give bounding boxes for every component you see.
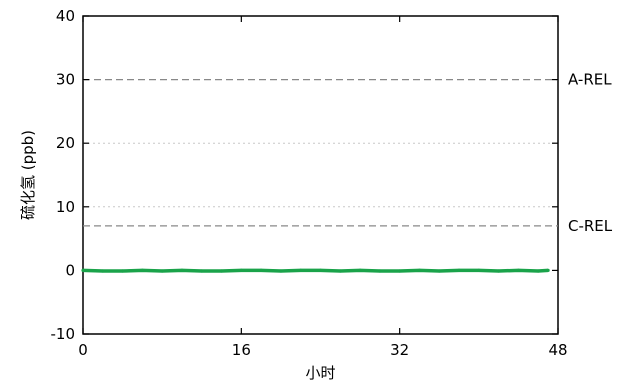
y-tick-label: 30 <box>56 71 75 89</box>
series-point <box>160 269 164 273</box>
x-axis-label: 小时 <box>305 364 335 382</box>
series-point <box>338 269 342 273</box>
series-point <box>536 269 540 273</box>
y-tick-label: 40 <box>56 7 75 25</box>
series-point <box>279 269 283 273</box>
series-layer <box>81 268 550 273</box>
series-point <box>180 268 184 272</box>
series-point <box>259 268 263 272</box>
y-axis-label: 硫化氢 (ppb) <box>19 130 37 220</box>
grid-lines <box>83 142 558 208</box>
reference-lines: A-REL C-REL <box>83 71 613 235</box>
series-point <box>546 268 550 272</box>
series-point <box>219 269 224 273</box>
y-tick-label: -10 <box>51 325 76 343</box>
series-point <box>239 268 243 272</box>
series-point <box>299 268 303 272</box>
series-point <box>378 269 382 273</box>
series-point <box>101 269 105 273</box>
y-tick-label: 20 <box>56 134 75 152</box>
y-tick-label: 10 <box>56 198 75 216</box>
x-tick-label: 0 <box>78 341 88 359</box>
series-point <box>417 268 422 272</box>
series-point <box>398 269 402 273</box>
series-point <box>516 268 521 272</box>
series-point <box>437 269 441 273</box>
y-tick-label: 0 <box>65 261 75 279</box>
reference-label-a-rel: A-REL <box>568 71 612 89</box>
reference-label-c-rel: C-REL <box>568 217 613 235</box>
plot-area-frame <box>82 15 559 335</box>
series-point <box>200 269 204 273</box>
x-tick-label: 16 <box>232 341 251 359</box>
series-point <box>140 268 144 272</box>
x-tick-label: 48 <box>548 341 567 359</box>
series-point <box>318 268 323 272</box>
series-point <box>477 268 481 272</box>
x-tick-label: 32 <box>390 341 409 359</box>
series-point <box>457 268 461 272</box>
series-point <box>358 268 362 272</box>
series-point <box>497 269 501 273</box>
series-point <box>81 268 85 272</box>
series-point <box>120 269 125 273</box>
